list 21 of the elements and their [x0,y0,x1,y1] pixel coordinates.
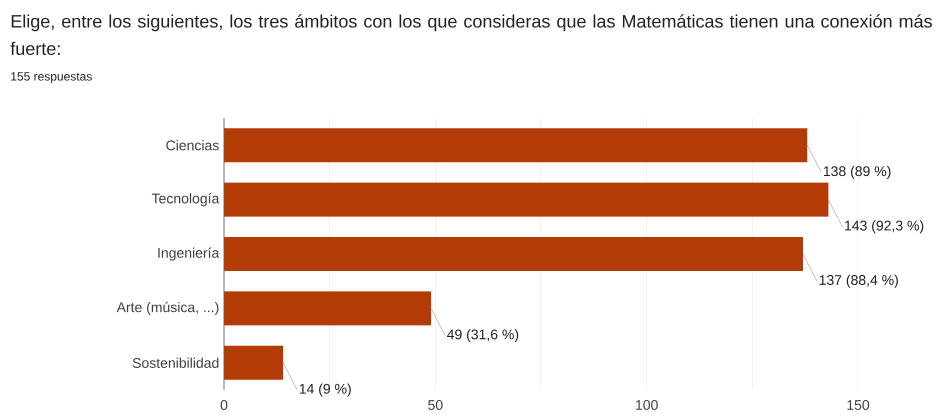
x-tick-label: 100 [636,400,658,410]
x-tick-label: 150 [847,400,870,410]
data-label: 138 (89 %) [824,166,890,179]
bar [224,182,828,217]
y-tick-label: Sostenibilidad [132,358,218,368]
bar [224,128,808,162]
data-label: 49 (31,6 %) [447,329,518,342]
data-label: 143 (92,3 %) [845,220,924,234]
bar [224,236,804,271]
x-tick-label: 0 [220,400,228,410]
chart-title: Elige, entre los siguientes, los tres ámbitos con los que consideras que las Matemáticas tienen una conexión más fuerte: [10,14,932,56]
y-tick-label: Arte (música, ...) [116,302,218,316]
bar [224,291,432,326]
x-tick-label: 50 [428,400,443,410]
data-label: 14 (9 %) [300,383,351,397]
bar [224,346,284,380]
text: 155 respuestas [11,72,92,83]
y-tick-label: Ingeniería [158,247,220,261]
data-label: 137 (88,4 %) [820,274,898,288]
y-tick-label: Ciencias [166,140,219,150]
y-tick-label: Tecnología [152,192,220,206]
